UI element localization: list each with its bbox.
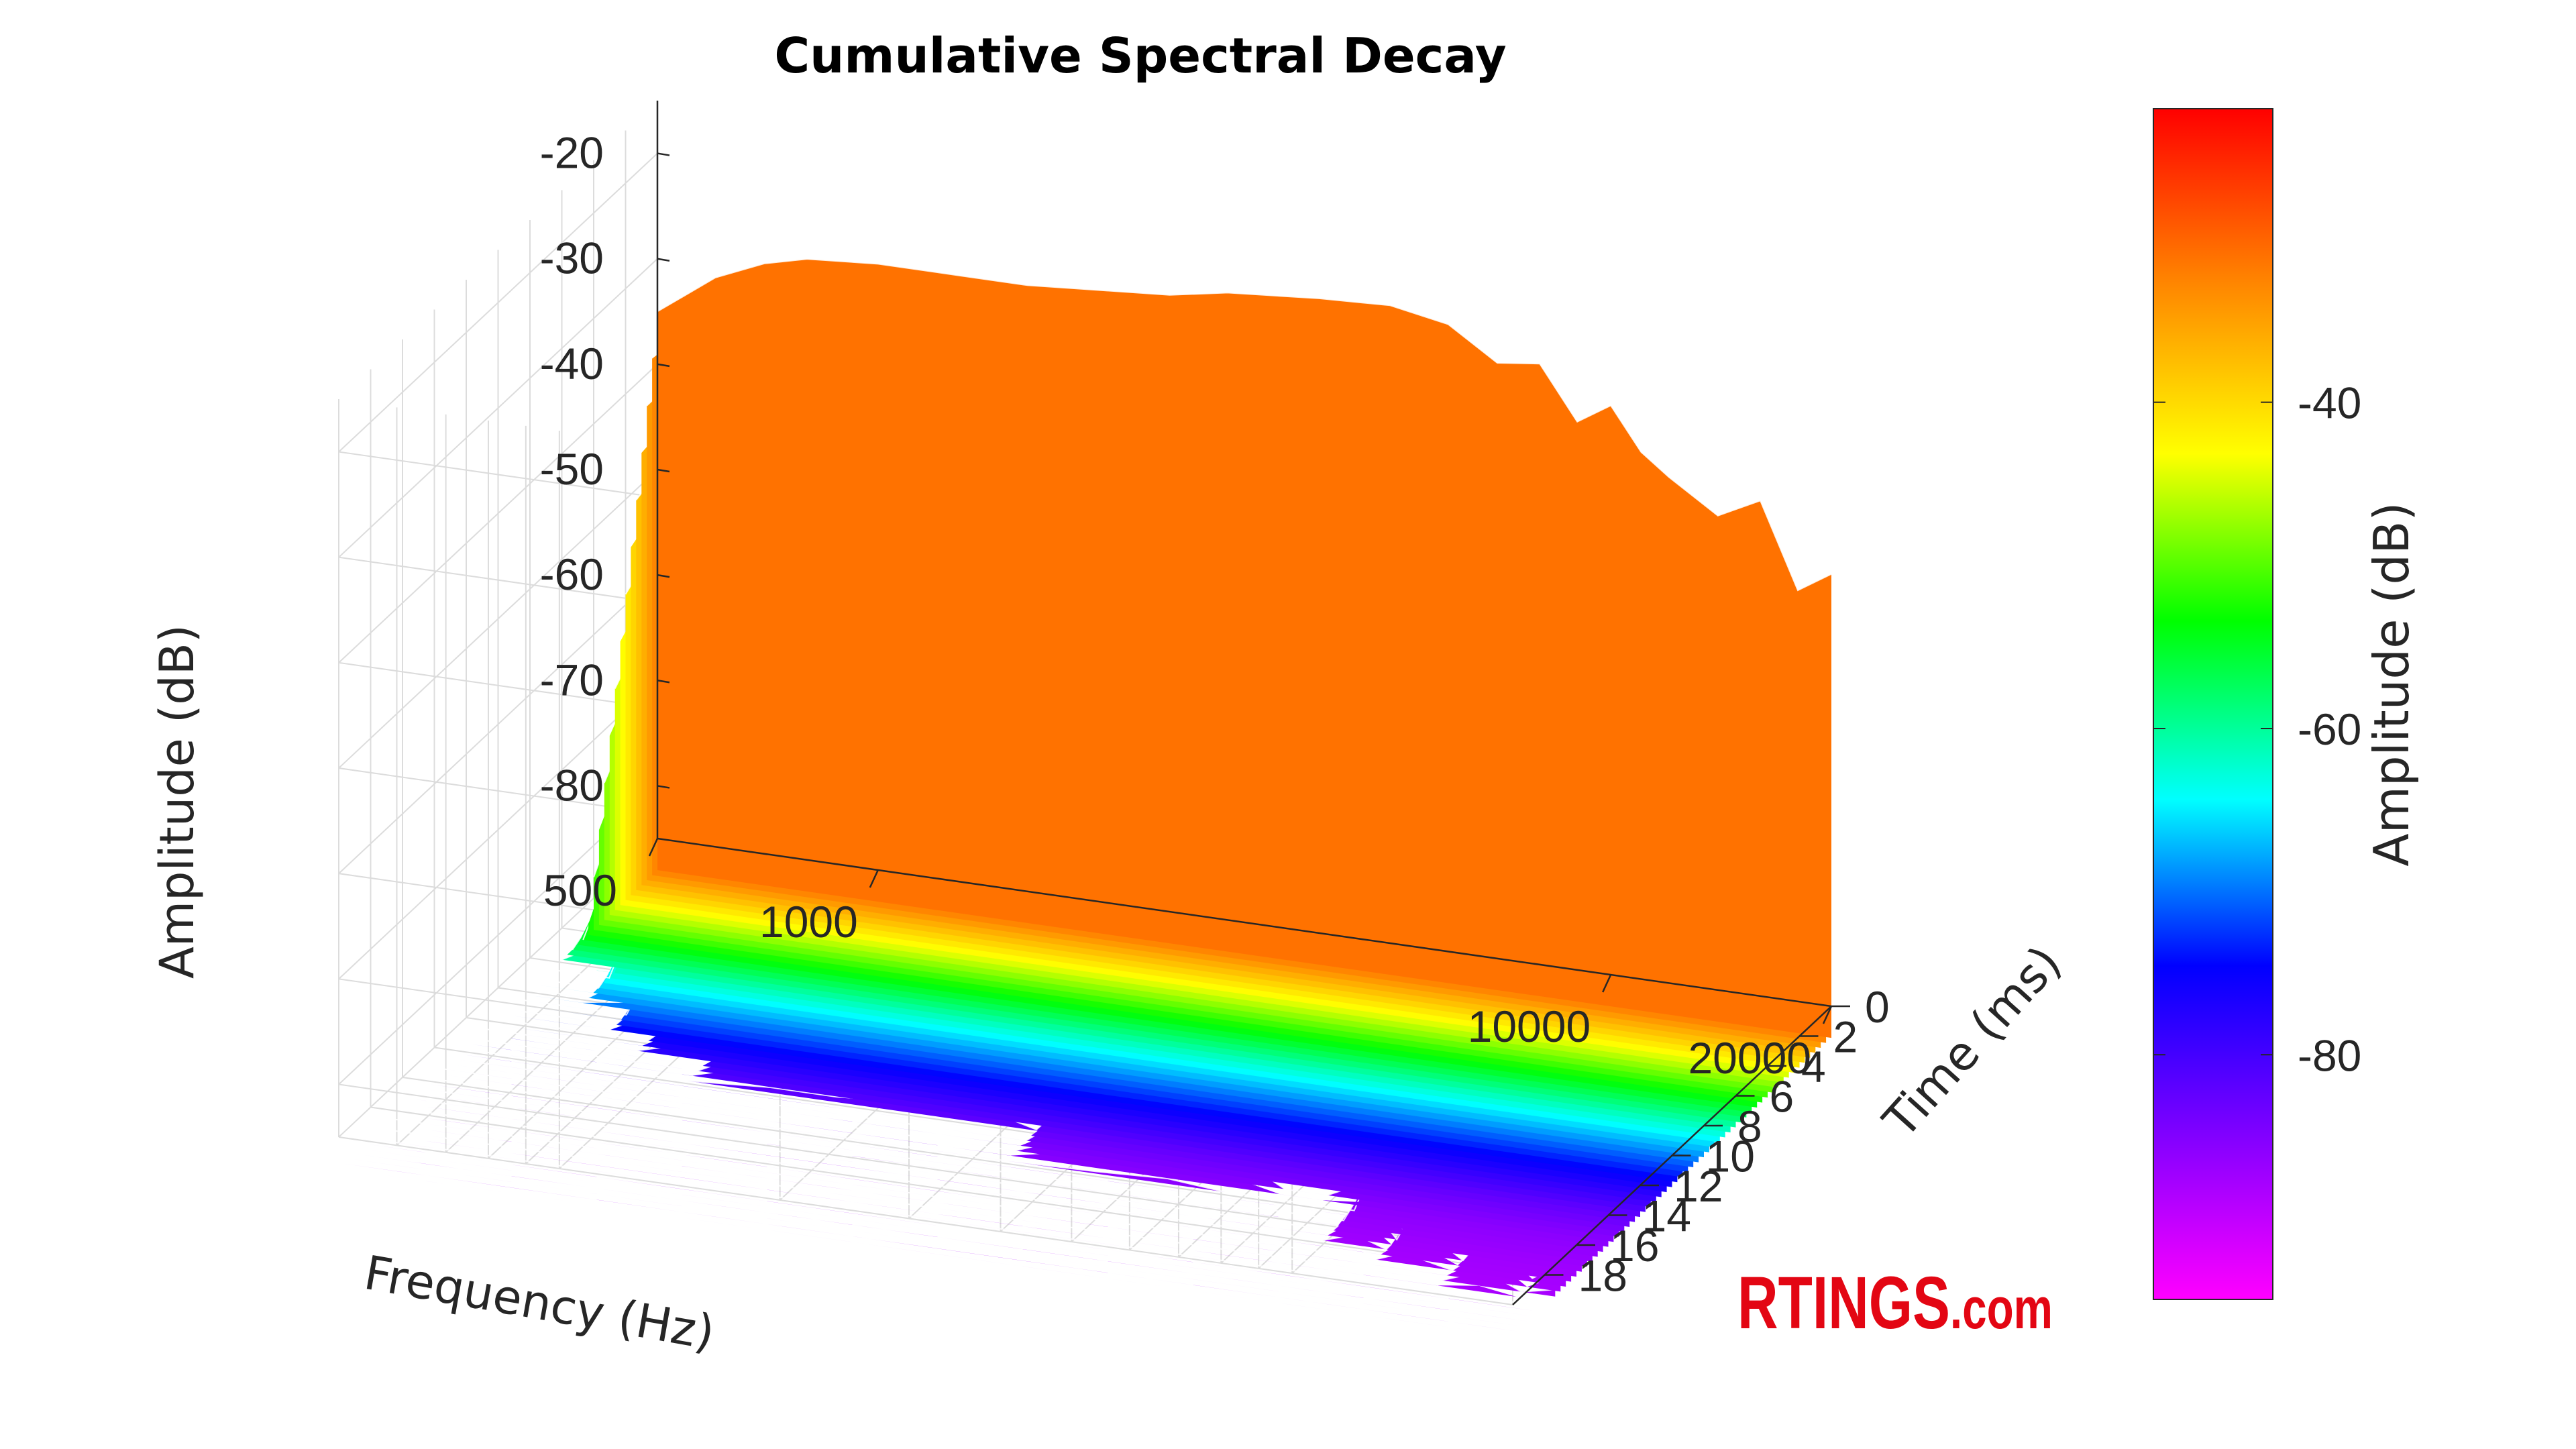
slice-contour (370, 1138, 1545, 1307)
z-tick-label: -30 (540, 233, 604, 283)
z-tick-labels: -20 -30 -40 -50 -60 -70 -80 (540, 128, 670, 810)
decay-slice (365, 1144, 1540, 1312)
y-tick-label: 4 (1801, 1042, 1826, 1091)
z-tick-label: -20 (540, 128, 604, 178)
colorbar-tick-label: -40 (2298, 378, 2361, 428)
slice-contour (657, 258, 1832, 592)
x-tick-labels: 500 1000 10000 20000 (543, 838, 1833, 1083)
colorbar (2153, 108, 2273, 1300)
slice-contour (349, 1158, 1523, 1328)
decay-slice (461, 1044, 1635, 1222)
decay-slice (343, 1163, 1518, 1332)
decay-slice (657, 259, 1831, 1038)
colorbar-label: Amplitude (dB) (2363, 502, 2420, 866)
colorbar-tick-labels: -40 -60 -80 (2153, 378, 2361, 1080)
decay-slice (439, 1074, 1614, 1242)
x-tick-label: 1000 (759, 897, 858, 947)
y-tick-label: 8 (1737, 1102, 1762, 1151)
decay-slice (450, 1064, 1625, 1232)
x-tick-label: 500 (543, 865, 617, 915)
decay-slice (418, 1093, 1593, 1262)
z-tick-label: -40 (540, 339, 604, 388)
brand-logo: RTINGS.com (1737, 1262, 2053, 1344)
decay-slice (407, 1104, 1582, 1272)
z-tick-label: -80 (540, 760, 604, 810)
z-tick-label: -50 (540, 444, 604, 494)
x-tick-label: 10000 (1468, 1002, 1591, 1051)
decay-slice (429, 1084, 1603, 1252)
x-axis-label: Frequency (Hz) (360, 1245, 718, 1360)
decay-slice (386, 1124, 1561, 1292)
y-axis-label: Time (ms) (1872, 935, 2072, 1148)
z-tick-label: -60 (540, 549, 604, 599)
z-axis-label: Amplitude (dB) (150, 625, 205, 979)
chart-title: Cumulative Spectral Decay (774, 28, 1506, 84)
y-tick-label: 18 (1578, 1251, 1627, 1301)
slice-contour (381, 1128, 1556, 1293)
slice-contour (338, 1168, 1513, 1338)
y-tick-label: 10 (1706, 1132, 1755, 1181)
z-tick-label: -70 (540, 655, 604, 704)
y-tick-label: 6 (1770, 1072, 1794, 1122)
y-tick-label: 14 (1642, 1191, 1691, 1241)
colorbar-tick-label: -60 (2298, 704, 2361, 754)
decay-slice (354, 1153, 1529, 1322)
colorbar-tick-label: -80 (2298, 1030, 2361, 1080)
decay-slice (376, 1134, 1550, 1302)
decay-slice (397, 1114, 1572, 1282)
waterfall-surface (338, 258, 1832, 1338)
y-tick-label: 16 (1610, 1221, 1659, 1271)
y-tick-label: 2 (1833, 1012, 1858, 1062)
slice-contour (360, 1148, 1534, 1318)
y-tick-label: 12 (1674, 1161, 1723, 1211)
x-tick-label: 20000 (1688, 1033, 1811, 1083)
y-tick-label: 0 (1865, 982, 1890, 1032)
